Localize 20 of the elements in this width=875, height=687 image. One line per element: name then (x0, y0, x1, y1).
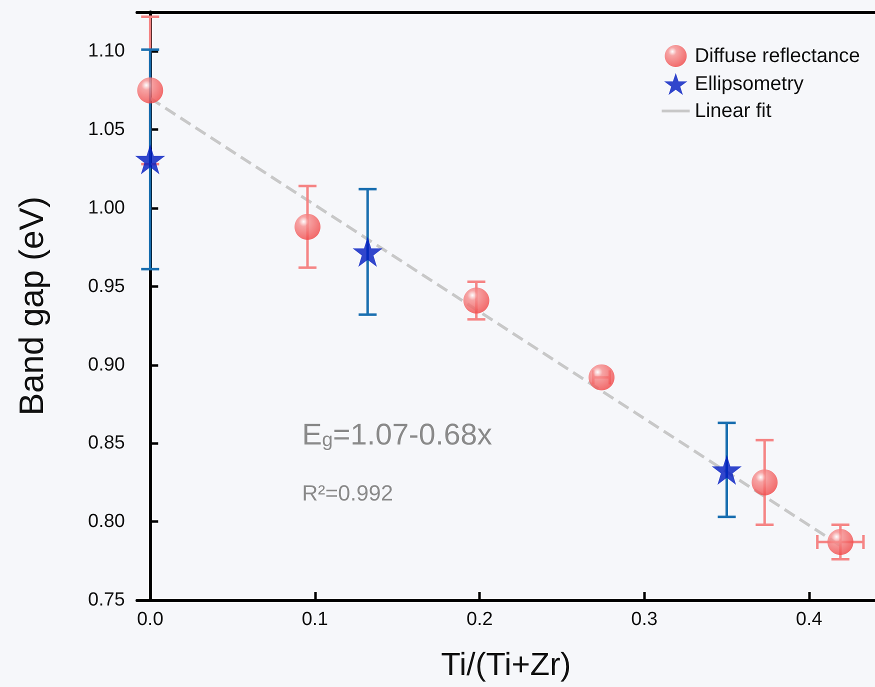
annotation: Eg=1.07-0.68x (302, 418, 492, 452)
x-axis-title: Ti/(Ti+Zr) (440, 646, 572, 682)
y-tick-label: 0.75 (88, 590, 125, 610)
y-tick-label: 1.05 (88, 119, 125, 140)
x-tick-label: 0.3 (631, 609, 658, 630)
y-tick-label: 0.80 (88, 511, 125, 532)
y-tick-label: 0.95 (88, 276, 125, 297)
x-tick-label: 0.1 (302, 609, 328, 630)
legend-label: Ellipsometry (694, 73, 804, 95)
annotation: R²=0.992 (302, 480, 394, 506)
y-tick-label: 1.00 (88, 198, 125, 218)
x-tick-label: 0.4 (796, 609, 823, 630)
y-tick-label: 1.10 (88, 40, 125, 62)
legend-label: Linear fit (694, 100, 772, 122)
y-tick-label: 0.90 (88, 354, 125, 376)
x-tick-label: 0.0 (136, 609, 164, 630)
y-tick-label: 0.85 (88, 432, 125, 454)
y-axis-title: Band gap (eV) (13, 196, 51, 416)
x-tick-label: 0.2 (466, 609, 493, 630)
legend-label: Diffuse reflectance (694, 45, 860, 67)
